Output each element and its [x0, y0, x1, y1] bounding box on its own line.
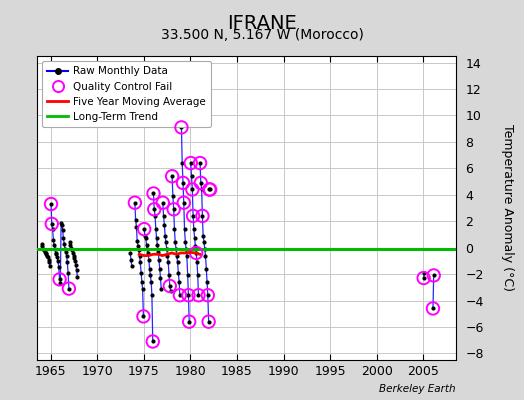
Point	[188, 186, 196, 193]
Point	[48, 221, 56, 227]
Point	[204, 292, 212, 298]
Point	[430, 272, 438, 279]
Point	[149, 190, 158, 197]
Text: IFRANE: IFRANE	[227, 14, 297, 33]
Y-axis label: Temperature Anomaly (°C): Temperature Anomaly (°C)	[501, 124, 514, 292]
Point	[204, 318, 213, 325]
Point	[196, 160, 204, 166]
Point	[177, 124, 185, 130]
Point	[47, 201, 55, 207]
Point	[139, 313, 148, 320]
Point	[187, 160, 195, 166]
Point	[130, 200, 139, 206]
Text: Berkeley Earth: Berkeley Earth	[379, 384, 456, 394]
Point	[189, 213, 197, 219]
Point	[65, 286, 73, 292]
Point	[168, 173, 176, 180]
Point	[429, 305, 437, 312]
Point	[419, 275, 428, 281]
Point	[196, 180, 205, 186]
Point	[140, 226, 148, 232]
Text: 33.500 N, 5.167 W (Morocco): 33.500 N, 5.167 W (Morocco)	[160, 28, 364, 42]
Point	[166, 283, 174, 289]
Point	[180, 200, 188, 206]
Point	[179, 180, 187, 186]
Point	[185, 318, 193, 325]
Legend: Raw Monthly Data, Quality Control Fail, Five Year Moving Average, Long-Term Tren: Raw Monthly Data, Quality Control Fail, …	[42, 61, 211, 127]
Point	[192, 250, 200, 256]
Point	[150, 206, 158, 212]
Point	[176, 292, 184, 298]
Point	[205, 186, 214, 193]
Point	[184, 292, 193, 298]
Point	[56, 276, 64, 282]
Point	[159, 200, 167, 206]
Point	[194, 292, 203, 298]
Point	[198, 213, 206, 219]
Point	[149, 338, 157, 345]
Point	[206, 186, 214, 193]
Point	[170, 206, 178, 212]
